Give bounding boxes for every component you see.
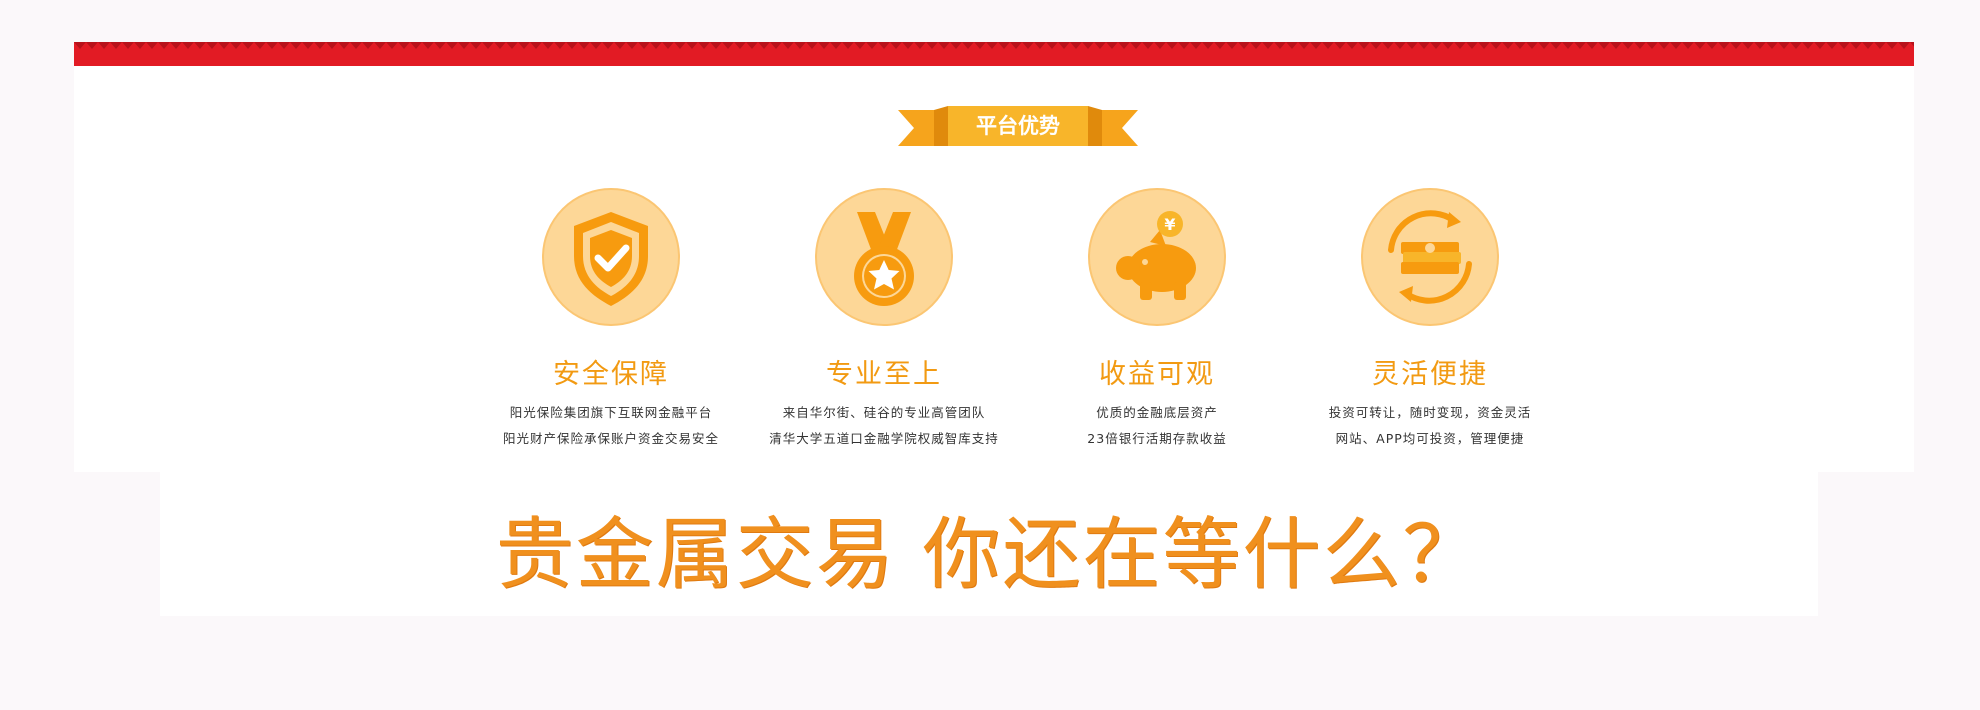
medal-star-icon	[854, 212, 914, 306]
slogan-text: 贵金属交易 你还在等什么？	[495, 510, 1483, 600]
feature-desc-line2: 网站、APP均可投资，管理便捷	[1335, 431, 1525, 446]
feature-title: 安全保障	[553, 359, 669, 390]
zigzag-edge	[74, 42, 1914, 52]
feature-desc-line1: 优质的金融底层资产	[1096, 405, 1218, 420]
section-ribbon: 平台优势	[898, 106, 1138, 150]
cash-cycle-icon	[1388, 210, 1472, 304]
svg-text:¥: ¥	[1164, 215, 1175, 234]
feature-icon-circle	[815, 188, 953, 326]
feature-title: 灵活便捷	[1372, 359, 1488, 390]
feature-desc-line1: 阳光保险集团旗下互联网金融平台	[509, 405, 713, 420]
feature-desc-line2: 23倍银行活期存款收益	[1087, 431, 1227, 446]
feature-icon-circle: ¥	[1088, 188, 1226, 326]
shield-check-icon	[574, 212, 648, 306]
feature-desc-line2: 清华大学五道口金融学院权威智库支持	[769, 431, 999, 446]
feature-title: 专业至上	[826, 359, 942, 390]
slogan-panel: 贵金属交易 你还在等什么？	[160, 472, 1818, 616]
feature-title: 收益可观	[1099, 359, 1215, 390]
feature-icon-circle	[542, 188, 680, 326]
feature-desc-line1: 来自华尔街、硅谷的专业高管团队	[782, 405, 986, 420]
top-red-band	[74, 42, 1914, 66]
feature-desc-line1: 投资可转让，随时变现，资金灵活	[1328, 405, 1532, 420]
feature-desc-line2: 阳光财产保险承保账户资金交易安全	[502, 431, 719, 446]
piggy-bank-yen-icon: ¥	[1116, 211, 1196, 300]
section-title: 平台优势	[976, 114, 1060, 138]
ribbon-shape	[898, 106, 1138, 146]
feature-icon-circle	[1361, 188, 1499, 326]
